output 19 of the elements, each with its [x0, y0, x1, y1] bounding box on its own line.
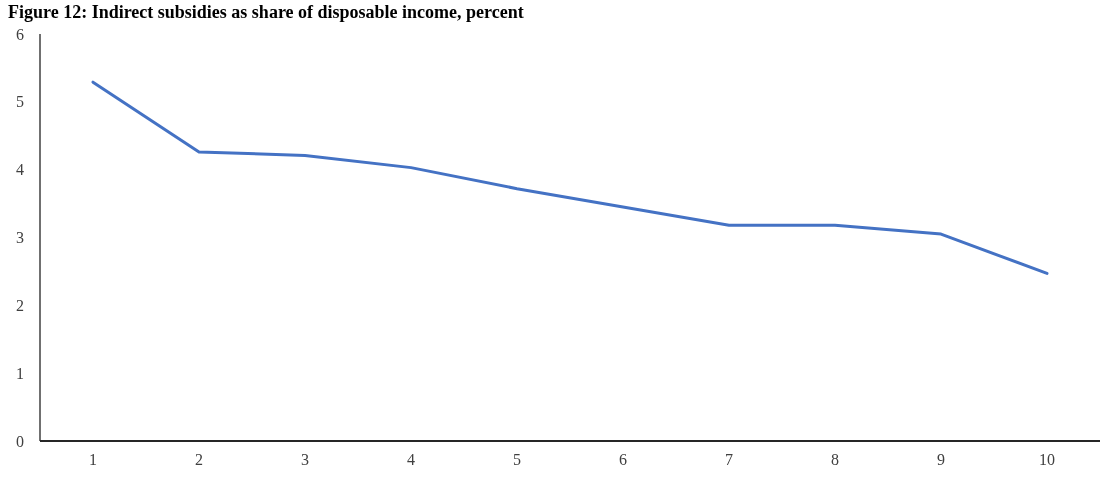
- x-tick-label: 6: [619, 451, 627, 468]
- x-tick-label: 8: [831, 451, 839, 468]
- line-series: [91, 80, 1049, 275]
- x-tick-label: 2: [195, 451, 203, 468]
- y-tick-label: 0: [16, 432, 24, 450]
- x-tick-label: 3: [301, 451, 309, 468]
- y-tick-label: 1: [16, 364, 24, 382]
- x-tick-label: 4: [407, 451, 415, 468]
- y-tick-label: 2: [16, 296, 24, 314]
- x-tick-label: 10: [1039, 451, 1055, 468]
- y-tick-label: 5: [16, 93, 24, 111]
- x-tick-label: 7: [725, 451, 733, 468]
- y-tick-label: 3: [16, 229, 24, 247]
- x-tick-label: 1: [89, 451, 97, 468]
- chart-title: Figure 12: Indirect subsidies as share of disposable income, percent: [8, 2, 524, 22]
- x-tick-label: 5: [513, 451, 521, 468]
- y-tick-label: 4: [16, 161, 24, 179]
- y-tick-label: 6: [16, 25, 24, 43]
- x-tick-label: 9: [937, 451, 945, 468]
